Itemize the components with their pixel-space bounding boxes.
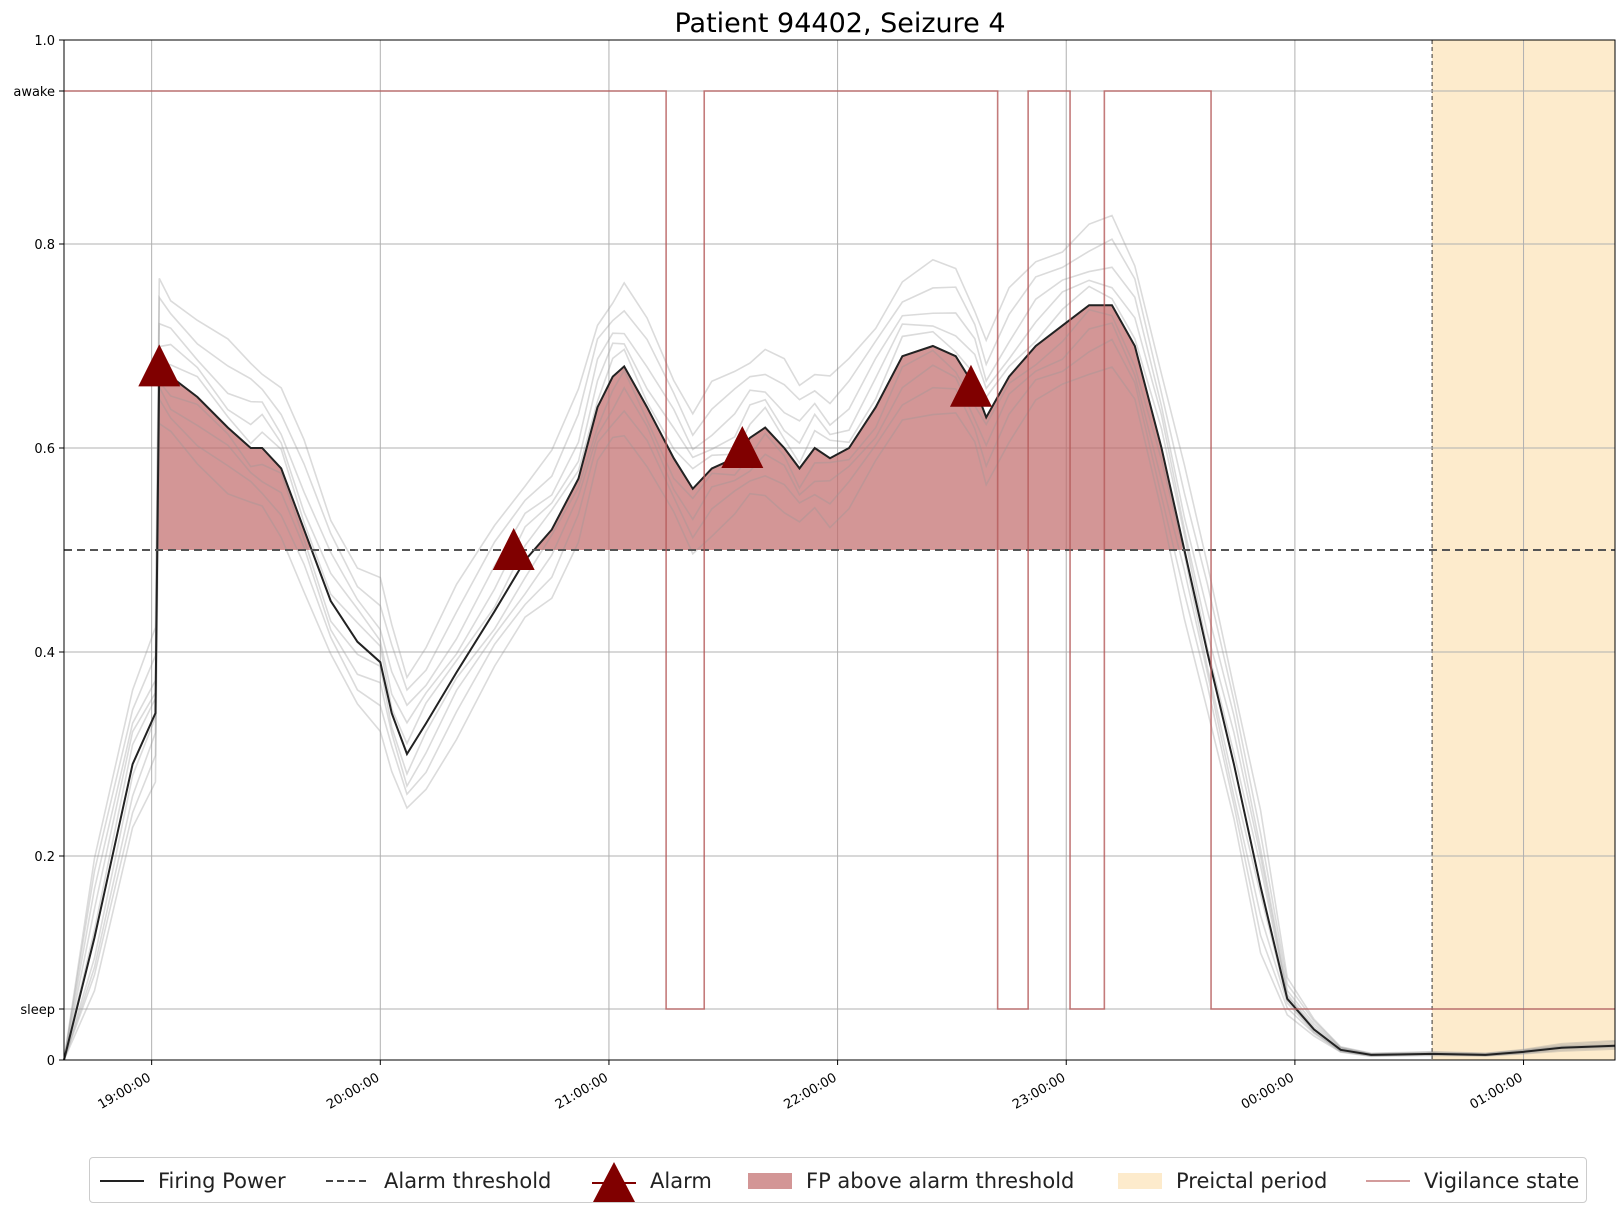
alarm-triangle-icon [592, 1162, 636, 1202]
legend-vigilance-label: Vigilance state [1424, 1169, 1580, 1193]
firing-power-run-line [63, 366, 1616, 1061]
threshold-dashed-line-icon [326, 1180, 370, 1182]
firing-power-run-line [63, 285, 1616, 1061]
legend: Firing Power Alarm threshold Alarm FP ab… [89, 1157, 1587, 1203]
x-tick-label: 22:00:00 [782, 1070, 840, 1112]
alarm-marker [721, 426, 764, 468]
fp-fill-swatch-icon [748, 1173, 792, 1189]
legend-preictal-label: Preictal period [1176, 1169, 1328, 1193]
fp-above-threshold-area [534, 305, 1183, 550]
y-tick-label: 1.0 [34, 34, 55, 49]
alarm-marker [138, 344, 181, 387]
vigilance-state-line [64, 90, 1615, 1010]
firing-power-run-line [63, 238, 1616, 1061]
y-tick-label: 0.6 [34, 442, 55, 457]
preictal-swatch-icon [1118, 1173, 1162, 1189]
alarm-marker [492, 528, 535, 570]
firing-power-run-line [63, 266, 1616, 1061]
firing-power-run-line [63, 338, 1616, 1061]
firing-power-line-icon [100, 1180, 144, 1182]
x-tick-label: 19:00:00 [96, 1070, 154, 1112]
legend-firing-power-label: Firing Power [158, 1169, 286, 1193]
firing-power-run-line [63, 279, 1616, 1061]
plot-area: 0 0.2 0.4 0.6 0.8 1.0 awake sleep 19:00:00 20:00:… [13, 34, 1616, 1113]
legend-alarm-threshold-label: Alarm threshold [384, 1169, 552, 1193]
vigilance-line-icon [1366, 1180, 1410, 1182]
firing-power-line [63, 304, 1616, 1061]
legend-vigilance: Vigilance state [1364, 1158, 1579, 1204]
x-tick-label: 21:00:00 [553, 1070, 611, 1112]
fp-above-threshold-area [157, 366, 310, 550]
legend-alarm-threshold: Alarm threshold [324, 1158, 551, 1204]
y-state-label: awake [13, 85, 55, 100]
legend-fp-above-label: FP above alarm threshold [806, 1169, 1075, 1193]
alarm-marker [949, 364, 992, 407]
y-tick-label: 0.8 [34, 238, 55, 253]
y-tick-label: 0.4 [34, 646, 55, 661]
legend-firing-power: Firing Power [98, 1158, 286, 1204]
y-tick-label: 0.2 [34, 850, 55, 865]
legend-preictal: Preictal period [1116, 1158, 1327, 1204]
legend-fp-above: FP above alarm threshold [746, 1158, 1074, 1204]
plot-frame [63, 39, 1616, 1061]
x-tick-label: 00:00:00 [1239, 1070, 1297, 1112]
y-tick-label: 0 [47, 1054, 55, 1069]
x-tick-label: 20:00:00 [324, 1070, 382, 1112]
x-tick-label: 23:00:00 [1010, 1070, 1068, 1112]
legend-alarm-label: Alarm [650, 1169, 712, 1193]
chart-title: Patient 94402, Seizure 4 [674, 8, 1005, 39]
legend-alarm: Alarm [590, 1158, 712, 1204]
firing-power-run-line [63, 214, 1616, 1061]
x-tick-label: 01:00:00 [1467, 1070, 1525, 1112]
firing-power-run-line [63, 322, 1616, 1061]
firing-power-run-line [63, 308, 1616, 1061]
y-state-label: sleep [20, 1003, 55, 1018]
